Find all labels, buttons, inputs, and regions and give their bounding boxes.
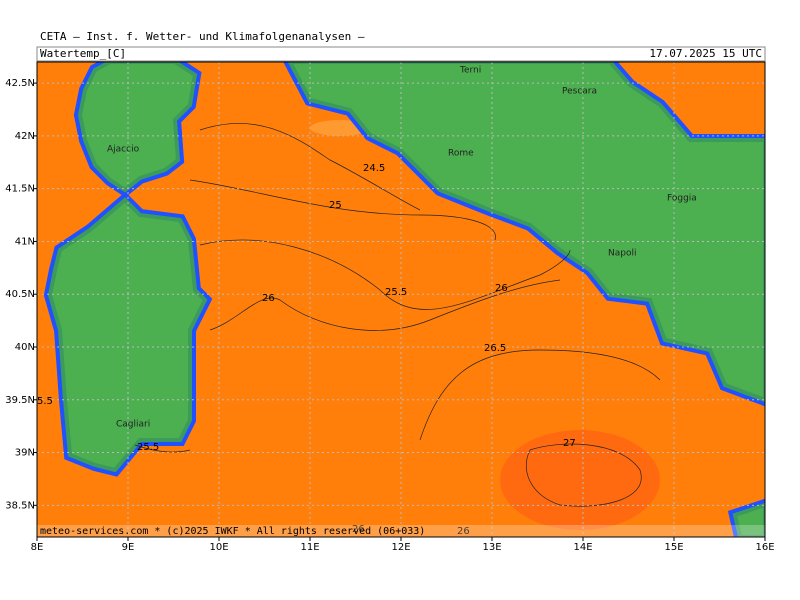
city-label: Ajaccio [107, 145, 140, 155]
warm-area [500, 430, 660, 530]
x-tick-label: 15E [664, 542, 683, 553]
contour-label: 24.5 [363, 163, 385, 174]
field-name: Watertemp_[C] [40, 47, 126, 60]
city-label: Rome [448, 149, 474, 159]
footer: meteo-services.com * (c)2025 IWKF * All … [40, 526, 425, 537]
contours [134, 123, 661, 507]
contour-label: 26 [262, 293, 275, 304]
y-tick-label: 42.5N [5, 78, 35, 89]
header-title: CETA — Inst. f. Wetter- und Klimafolgena… [40, 30, 365, 43]
contour-label: 26.5 [484, 343, 506, 354]
y-tick-label: 39N [15, 448, 35, 459]
x-tick-label: 10E [209, 542, 228, 553]
y-tick-label: 41N [15, 236, 35, 247]
city-label: Cagliari [116, 420, 150, 430]
x-tick-label: 11E [300, 542, 319, 553]
y-tick-label: 40N [15, 342, 35, 353]
valid-time: 17.07.2025 15 UTC [649, 47, 762, 60]
city-label: Napoli [608, 249, 636, 259]
x-tick-label: 13E [482, 542, 501, 553]
y-tick-label: 39.5N [5, 395, 35, 406]
header-bar [36, 46, 766, 62]
footer-band [37, 525, 765, 537]
graticule [37, 62, 765, 537]
contour-label: 5.5 [37, 396, 53, 407]
city-label: Terni [459, 66, 481, 76]
contour-label: 25.5 [137, 442, 159, 453]
map-area: Terni Pescara Ajaccio Rome Foggia Napoli… [37, 62, 765, 537]
y-tick-label: 41.5N [5, 184, 35, 195]
y-tick-label: 38.5N [5, 500, 35, 511]
city-label: Pescara [562, 87, 597, 97]
x-tick-label: 14E [573, 542, 592, 553]
axis-ticks: 8E 9E 10E 11E 12E 13E 14E 15E 16E 38.5N 39N 39.5N 40… [5, 78, 774, 553]
x-tick-label: 9E [122, 542, 135, 553]
contour-label: 26 [495, 283, 508, 294]
x-tick-label: 16E [755, 542, 774, 553]
city-label: Foggia [667, 194, 697, 204]
contour-label: 27 [563, 438, 576, 449]
contour-label: 26 [352, 524, 365, 535]
y-tick-label: 42N [15, 131, 35, 142]
contour-label: 25 [329, 200, 342, 211]
y-tick-label: 40.5N [5, 289, 35, 300]
contour-label: 25.5 [385, 287, 407, 298]
x-tick-label: 8E [31, 542, 44, 553]
contour-label: 26 [457, 526, 470, 537]
x-tick-label: 12E [391, 542, 410, 553]
